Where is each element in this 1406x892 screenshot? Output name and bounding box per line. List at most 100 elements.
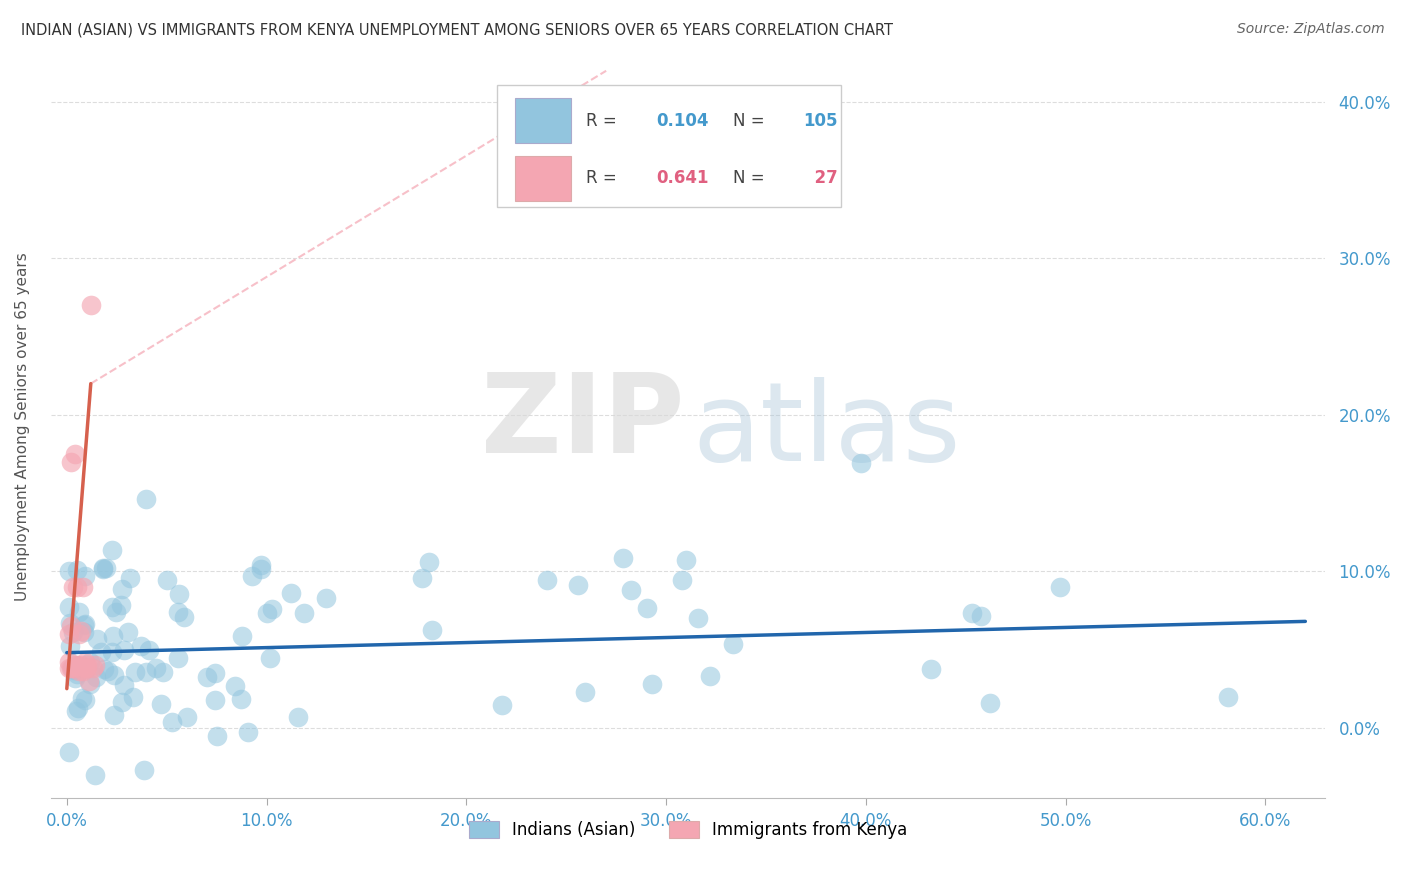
Point [231,692,253,706]
Text: R =: R = [586,112,621,130]
Point [173,609,195,624]
Point [100,645,122,659]
Point [156,574,179,588]
Point [65,658,87,673]
Point [59,619,82,633]
Text: 0.104: 0.104 [657,112,709,130]
Point [62,661,84,675]
Point [59,455,82,469]
Point [59,615,82,630]
Point [118,571,141,585]
Point [612,551,634,566]
Point [259,651,281,665]
Point [69,658,91,673]
Point [84,767,107,781]
Point [83,658,105,673]
Point [73,624,96,639]
Point [138,642,160,657]
Point [204,693,226,707]
Point [101,629,124,643]
Point [567,578,589,592]
Point [60,661,83,675]
Point [76,658,98,673]
Point [104,606,127,620]
Text: N =: N = [733,112,769,130]
Point [96,561,118,575]
Point [91,561,114,575]
Point [411,571,433,585]
Point [132,764,155,778]
Point [73,655,96,669]
Point [82,661,104,675]
Text: Source: ZipAtlas.com: Source: ZipAtlas.com [1237,22,1385,37]
Point [292,607,315,621]
Point [66,667,89,681]
Point [167,651,190,665]
Point [97,664,120,678]
Point [110,695,132,709]
Point [242,568,264,582]
Point [135,491,157,506]
Point [970,609,993,624]
Point [250,562,273,576]
Point [65,671,87,685]
Point [67,665,90,679]
Point [256,606,278,620]
Text: R =: R = [586,169,621,187]
Point [86,632,108,646]
Point [671,573,693,587]
Point [536,574,558,588]
Point [169,587,191,601]
Point [67,605,90,619]
Point [58,661,80,675]
Point [280,586,302,600]
FancyBboxPatch shape [515,98,571,144]
Point [124,665,146,679]
Point [73,661,96,675]
Text: ZIP: ZIP [481,369,685,476]
Point [63,447,86,461]
Point [84,670,107,684]
Point [420,623,443,637]
Point [62,580,84,594]
Point [574,685,596,699]
Point [66,660,89,674]
Point [195,670,218,684]
Text: 105: 105 [803,112,837,130]
Point [236,725,259,739]
Point [110,598,132,612]
Point [204,666,226,681]
Point [491,698,513,712]
Point [145,661,167,675]
Point [152,665,174,680]
Point [75,692,97,706]
Point [112,678,135,692]
Point [66,701,89,715]
Text: N =: N = [733,169,769,187]
Point [224,679,246,693]
Point [149,697,172,711]
Point [176,710,198,724]
Point [101,599,124,614]
Point [58,655,80,669]
FancyBboxPatch shape [496,85,841,208]
Point [76,661,98,675]
Point [979,696,1001,710]
Point [77,673,100,688]
Point [1049,580,1071,594]
Point [67,627,90,641]
Point [93,662,115,676]
FancyBboxPatch shape [515,156,571,201]
Point [72,580,94,594]
Point [231,629,253,643]
Point [79,676,101,690]
Point [960,607,983,621]
Point [101,542,124,557]
Point [167,605,190,619]
Point [58,599,80,614]
Point [103,707,125,722]
Point [675,553,697,567]
Point [699,668,721,682]
Point [66,658,89,673]
Point [315,591,337,606]
